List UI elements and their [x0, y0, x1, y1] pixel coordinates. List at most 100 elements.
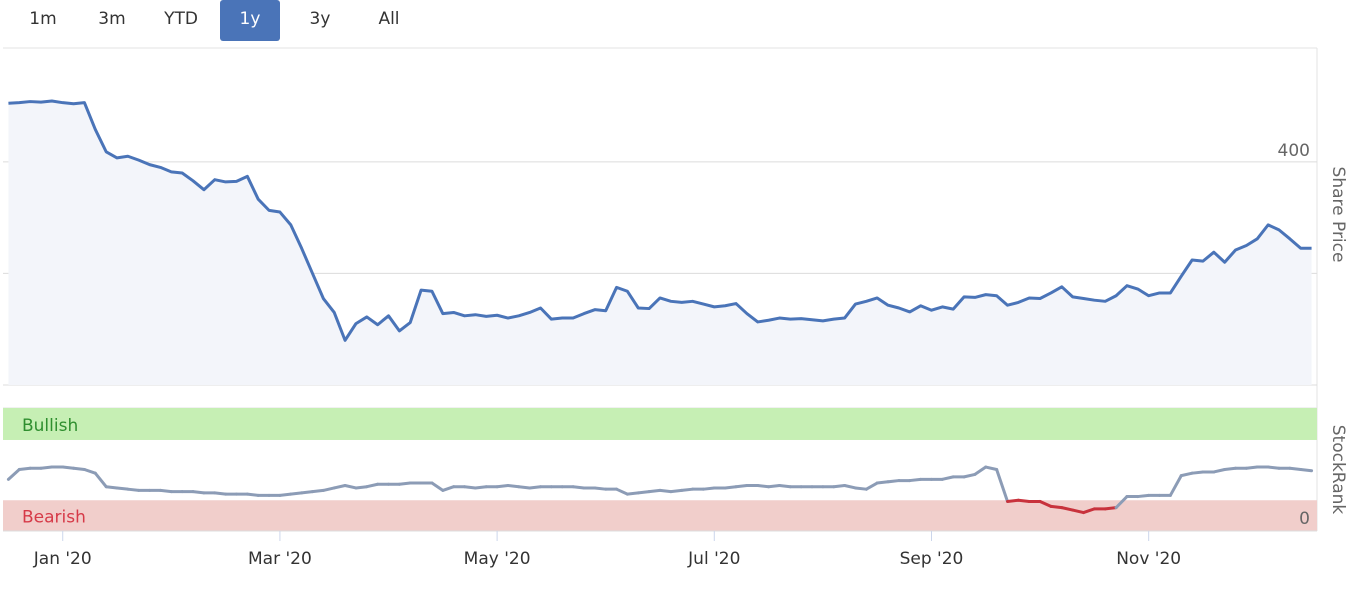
rank-segment [343, 483, 358, 490]
rank-segment [1244, 465, 1259, 470]
y-tick-label: 400 [1278, 141, 1310, 161]
rank-segment [278, 492, 293, 497]
rank-segment [93, 471, 108, 489]
range-button[interactable]: 1y [240, 9, 261, 29]
rank-segment [1038, 499, 1053, 508]
rank-segment [615, 487, 629, 496]
rank-segment [1049, 504, 1064, 510]
rank-segment [39, 465, 54, 470]
rank-segment [1190, 470, 1205, 475]
x-tick-label: Mar '20 [248, 549, 312, 569]
price-line [8, 99, 1312, 342]
rank-segment [332, 483, 347, 490]
rank-segment [1016, 498, 1031, 503]
rank-segment [1168, 474, 1183, 497]
rank-segment [1212, 468, 1227, 474]
rank-segment [777, 483, 792, 489]
rank-segment [517, 485, 532, 490]
rank-segment [473, 485, 488, 490]
rank-segment [593, 486, 608, 491]
rank-segment [571, 485, 586, 490]
rank-segment [908, 477, 923, 483]
rank-segment [843, 483, 857, 490]
rank-segment [289, 491, 304, 496]
rank-segment [636, 490, 651, 495]
band-label: Bullish [22, 416, 78, 436]
rank-segment [82, 468, 97, 475]
rank-segment [1266, 465, 1281, 470]
rank-segment [1136, 493, 1151, 499]
range-button[interactable]: 1m [29, 9, 56, 29]
rank-segment [669, 488, 684, 494]
rank-segment [1299, 468, 1314, 473]
band-label: Bearish [22, 508, 86, 528]
rank-segment [886, 479, 901, 484]
rank-segment [864, 481, 879, 491]
rank-segment [72, 466, 86, 471]
rank-segment [940, 475, 955, 481]
rank-segment [1114, 495, 1129, 510]
rank-segment [506, 483, 521, 489]
rank-segment [191, 490, 206, 495]
rank-segment [625, 491, 640, 496]
rank-band [3, 408, 1317, 440]
range-button-active[interactable] [220, 0, 280, 41]
rank-segment [875, 480, 890, 485]
axis-title: Share Price [1328, 167, 1348, 263]
rank-segment [158, 488, 173, 494]
rank-segment [658, 488, 673, 494]
rank-segment [1006, 498, 1020, 503]
y2-tick-label: 0 [1299, 509, 1310, 529]
x-tick-label: Jan '20 [33, 549, 92, 569]
rank-segment [701, 486, 716, 491]
axis-title: StockRank [1328, 425, 1348, 515]
rank-segment [1223, 466, 1238, 471]
rank-segment [213, 491, 228, 496]
rank-segment [17, 466, 32, 471]
rank-segment [463, 485, 477, 490]
rank-segment [853, 486, 868, 491]
rank-segment [1060, 506, 1075, 512]
rank-segment [1103, 506, 1118, 511]
rank-segment [723, 485, 738, 490]
range-button[interactable]: 3m [98, 9, 125, 29]
rank-band [3, 500, 1317, 531]
rank-segment [528, 485, 543, 490]
rank-segment [680, 487, 695, 492]
rank-segment [61, 465, 76, 470]
rank-segment [962, 472, 977, 479]
x-tick-label: Nov '20 [1116, 549, 1181, 569]
rank-segment [1179, 471, 1194, 478]
rank-segment [354, 485, 369, 490]
rank-segment [495, 483, 510, 489]
rank-segment [973, 465, 988, 476]
rank-segment [441, 485, 456, 492]
rank-segment [995, 468, 1010, 503]
rank-segment [430, 481, 445, 492]
rank-segment [1288, 466, 1303, 471]
range-button[interactable]: YTD [163, 9, 198, 29]
rank-segment [310, 488, 325, 494]
x-tick-label: Jul '20 [687, 549, 740, 569]
rank-segment [756, 483, 771, 489]
rank-segment [365, 482, 380, 489]
range-button[interactable]: 3y [310, 9, 331, 29]
rank-segment [832, 483, 847, 489]
x-tick-label: May '20 [464, 549, 531, 569]
rank-segment [245, 492, 260, 497]
x-tick-label: Sep '20 [900, 549, 964, 569]
rank-segment [647, 488, 662, 494]
rank-segment [321, 486, 336, 492]
rank-segment [984, 465, 999, 471]
rank-segment [104, 485, 119, 490]
rank-segment [767, 483, 781, 489]
rank-segment [115, 486, 130, 491]
rank-segment [1071, 508, 1086, 515]
rank-segment [1082, 507, 1096, 515]
rank-segment [734, 483, 749, 489]
rank-segment [300, 490, 314, 495]
rank-segment [6, 468, 21, 481]
range-button[interactable]: All [378, 9, 399, 29]
rank-segment [126, 487, 141, 492]
rank-segment [397, 481, 412, 486]
